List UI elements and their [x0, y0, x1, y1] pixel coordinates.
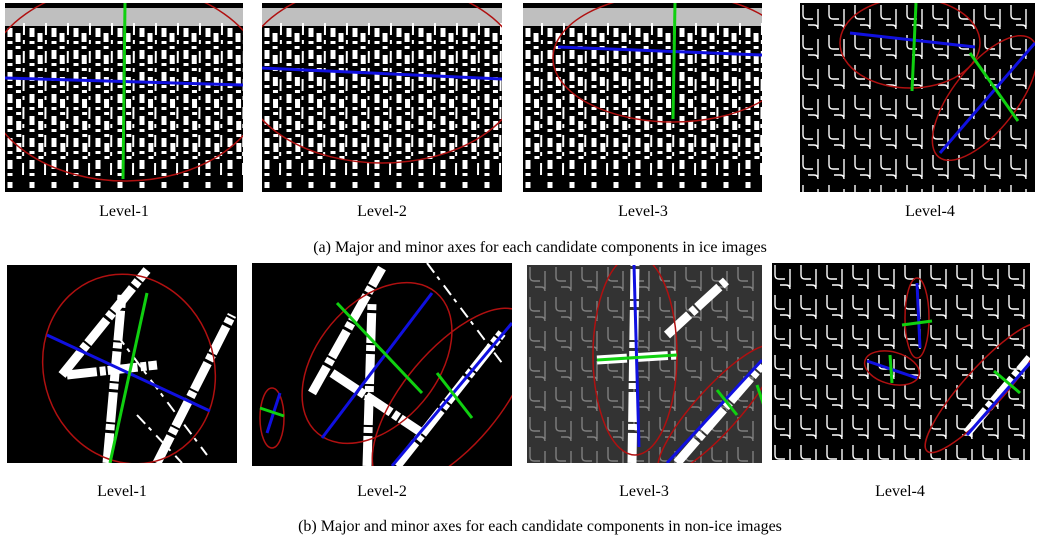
image-panel: [242, 0, 522, 192]
panel-label: Level-3: [618, 203, 668, 220]
panel-label: Level-2: [357, 203, 407, 220]
image-panel: [772, 263, 1040, 465]
image-panel: [523, 0, 793, 192]
image-panel: [0, 0, 265, 192]
figure: Level-1 Level-2 Level-3 Level-4 (a) Majo…: [0, 0, 1040, 543]
panel-label: Level-4: [905, 203, 955, 220]
caption: (b) Major and minor axes for each candid…: [298, 518, 782, 535]
image-panel: [252, 254, 559, 513]
panel-label: Level-1: [99, 203, 149, 220]
panel-label: Level-2: [357, 483, 407, 500]
caption: (a) Major and minor axes for each candid…: [313, 239, 767, 256]
panel-label: Level-4: [875, 483, 925, 500]
image-panel: [527, 255, 790, 488]
image-panel: [800, 0, 1040, 192]
image-panel: [7, 250, 242, 489]
panel-label: Level-1: [97, 483, 147, 500]
panel-label: Level-3: [619, 483, 669, 500]
